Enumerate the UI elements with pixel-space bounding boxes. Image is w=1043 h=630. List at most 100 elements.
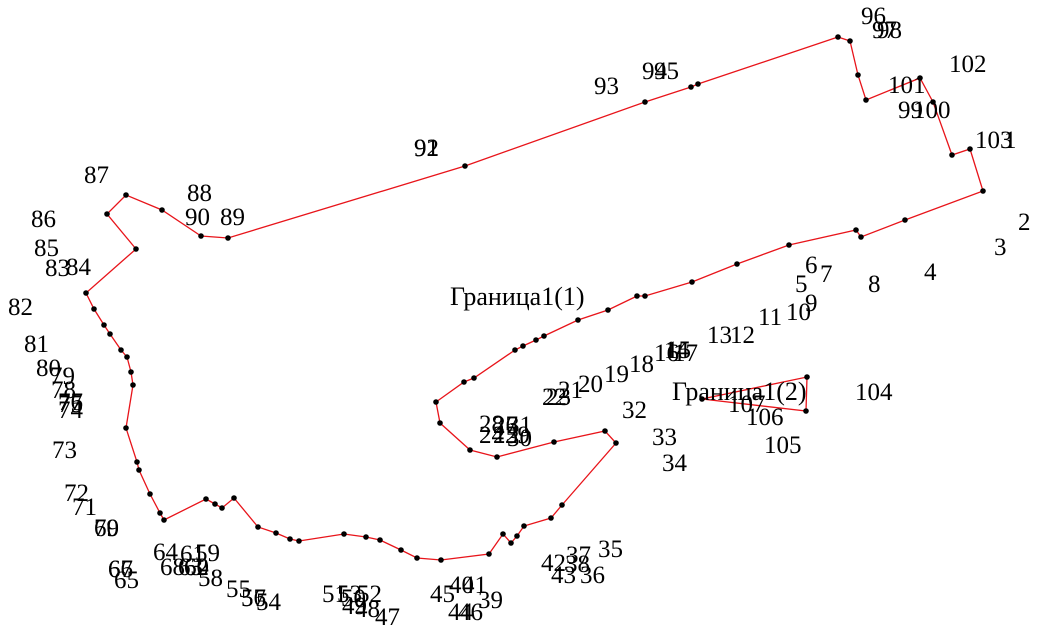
vertex-point [128,369,134,375]
vertex-point [967,146,973,152]
point-label-106: 106 [746,404,784,431]
vertex-point [520,343,526,349]
vertex-point [341,531,347,537]
vertex-point [688,84,694,90]
vertex-point [273,530,279,536]
point-label-20: 20 [578,371,603,398]
vertex-point [157,510,163,516]
vertex-point [461,379,467,385]
point-label-11: 11 [758,304,782,331]
vertex-point [414,555,420,561]
vertex-point [398,547,404,553]
point-label-83: 83 [45,255,70,282]
vertex-point [853,227,859,233]
vertex-point [124,354,130,360]
point-label-26: 26 [493,412,518,439]
vertex-point [203,496,209,502]
point-label-103: 103 [975,127,1013,154]
vertex-point [467,447,473,453]
point-label-73: 73 [52,437,77,464]
point-label-85: 85 [34,235,59,262]
vertex-point [855,72,861,78]
point-label-57: 57 [241,585,266,612]
point-label-52: 52 [357,581,382,608]
vertex-point [462,163,468,169]
vertex-point [287,536,293,542]
point-label-58: 58 [198,565,223,592]
vertex-point [949,152,955,158]
point-label-105: 105 [764,432,802,459]
point-label-34: 34 [662,450,688,477]
point-label-44: 44 [448,599,474,626]
point-label-95: 95 [654,58,679,85]
vertex-point [104,211,110,217]
vertex-point [512,347,518,353]
point-label-64: 64 [153,539,179,566]
vertex-point [803,408,809,414]
point-label-5: 5 [795,271,808,298]
point-label-96: 96 [861,3,886,30]
vertex-point [91,306,97,312]
point-label-47: 47 [375,604,400,630]
vertex-point [219,505,225,511]
point-label-81: 81 [24,331,49,358]
vertex-point [642,293,648,299]
vertex-point [551,439,557,445]
point-label-53: 53 [337,581,362,608]
vertex-point [118,347,124,353]
vertex-point [847,38,853,44]
point-label-59: 59 [195,540,220,567]
point-label-102: 102 [949,51,987,78]
vertex-point [134,459,140,465]
point-label-55: 55 [226,576,251,603]
point-label-4: 4 [924,259,937,286]
vertex-point [494,454,500,460]
point-label-8: 8 [868,271,881,298]
point-label-27: 27 [493,412,518,439]
vertex-point [508,540,514,546]
boundary-1-outline [85,36,984,561]
point-label-37: 37 [566,542,591,569]
point-label-82: 82 [8,294,33,321]
vertex-point [161,517,167,523]
vertex-point [212,501,218,507]
point-label-41: 41 [462,572,487,599]
point-label-94: 94 [642,58,668,85]
point-label-31: 31 [507,412,532,439]
point-label-21: 21 [558,377,583,404]
point-label-29: 29 [505,422,530,449]
point-label-17: 17 [673,340,698,367]
vertex-point [642,99,648,105]
point-label-92: 92 [414,135,439,162]
vertex-point [123,192,129,198]
vertex-point [559,502,565,508]
vertex-point [225,235,231,241]
vertex-point [804,374,810,380]
point-label-25: 25 [493,422,518,449]
point-label-90: 90 [185,204,210,231]
point-label-78: 78 [51,377,76,404]
point-label-67: 67 [108,556,133,583]
boundary-2-outline [701,376,808,412]
point-label-80: 80 [36,355,61,382]
point-label-16: 16 [654,340,679,367]
point-label-100: 100 [913,97,951,124]
point-label-62: 62 [184,554,209,581]
point-label-43: 43 [551,562,576,589]
point-label-22: 22 [542,384,567,411]
point-label-46: 46 [458,599,483,626]
boundary-label-2: Граница1(2) [672,377,807,406]
point-label-77: 77 [58,389,83,416]
point-label-51: 51 [322,581,347,608]
vertex-point [541,333,547,339]
vertex-point [734,261,740,267]
vertex-point [917,75,923,81]
vertex-point [136,467,142,473]
vertex-point [699,396,705,402]
vertex-point [433,399,439,405]
point-label-13: 13 [707,322,732,349]
vertex-point [296,538,302,544]
point-label-9: 9 [805,290,818,317]
vertex-point [486,551,492,557]
